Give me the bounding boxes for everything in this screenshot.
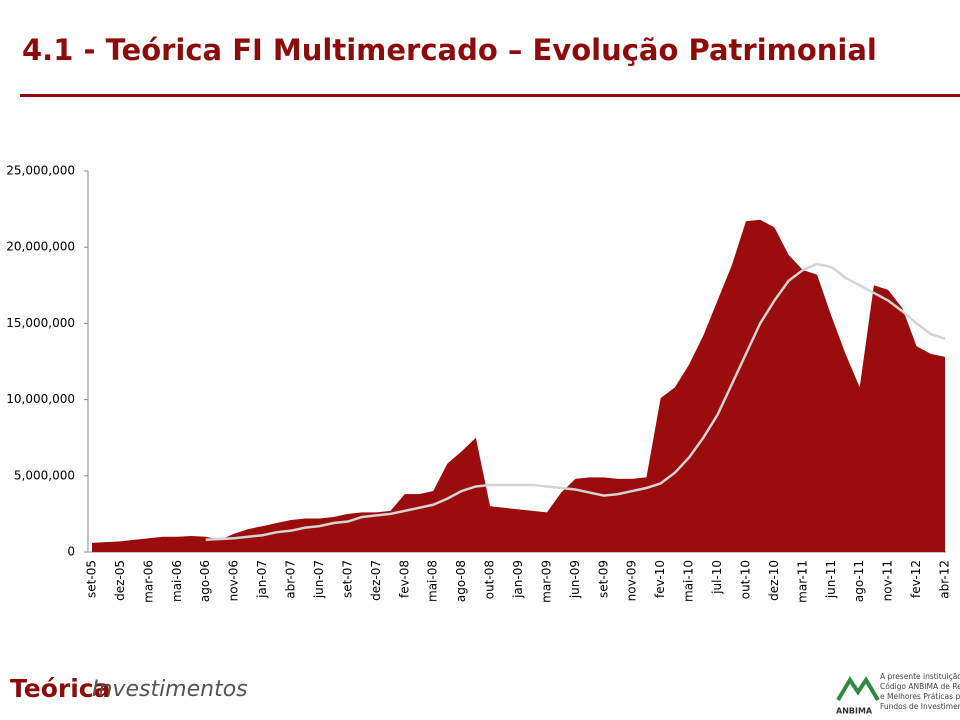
anbima-note-line: Código ANBIMA de Regulação bbox=[880, 682, 960, 691]
x-tick-label: dez-07 bbox=[369, 560, 383, 601]
x-tick-label: mai-08 bbox=[426, 560, 440, 602]
x-tick-label: out-10 bbox=[738, 560, 752, 599]
x-tick-label: out-08 bbox=[483, 560, 497, 599]
x-tick-label: mai-10 bbox=[682, 560, 696, 602]
x-tick-label: mar-11 bbox=[795, 560, 809, 603]
x-tick-label: nov-11 bbox=[881, 560, 895, 601]
anbima-note-line: Fundos de Investimento. bbox=[880, 702, 960, 711]
x-tick-label: ago-11 bbox=[852, 560, 866, 602]
x-tick-label: fev-10 bbox=[653, 560, 667, 598]
title-rule bbox=[20, 94, 960, 97]
brand-sub: Investimentos bbox=[92, 677, 248, 702]
x-tick-label: dez-05 bbox=[113, 560, 127, 601]
anbima-icon bbox=[836, 676, 880, 702]
x-tick-label: abr-12 bbox=[938, 560, 952, 599]
x-tick-label: ago-06 bbox=[198, 560, 212, 602]
x-tick-label: dez-10 bbox=[767, 560, 781, 601]
brand: Teórica bbox=[10, 674, 110, 703]
y-tick-label: 15,000,000 bbox=[6, 316, 75, 330]
x-tick-label: jun-09 bbox=[568, 560, 582, 599]
anbima-label: ANBIMA bbox=[836, 707, 873, 716]
y-tick-label: 20,000,000 bbox=[6, 240, 75, 254]
x-tick-label: mar-06 bbox=[141, 560, 155, 603]
line bbox=[205, 262, 946, 542]
x-tick-label: ago-08 bbox=[454, 560, 468, 602]
y-tick-label: 10,000,000 bbox=[6, 392, 75, 406]
slide-title: 4.1 - Teórica FI Multimercado – Evolução… bbox=[22, 33, 877, 67]
area bbox=[92, 219, 945, 552]
x-tick-label: nov-06 bbox=[227, 560, 241, 601]
x-tick-label: jun-07 bbox=[312, 560, 326, 599]
x-tick-label: set-07 bbox=[340, 560, 354, 598]
x-tick-label: mai-06 bbox=[170, 560, 184, 602]
x-tick-label: jan-09 bbox=[511, 560, 525, 599]
x-tick-label: set-05 bbox=[85, 560, 99, 598]
anbima-note-line: A presente instituição aderiu ao bbox=[880, 672, 960, 681]
x-tick-label: set-09 bbox=[596, 560, 610, 598]
x-tick-label: jul-10 bbox=[710, 560, 724, 595]
x-tick-label: jun-11 bbox=[824, 560, 838, 599]
y-tick-label: 0 bbox=[67, 545, 75, 559]
x-tick-label: jan-07 bbox=[255, 560, 269, 599]
anbima-note-line: e Melhores Práticas para os bbox=[880, 692, 960, 701]
x-tick-label: abr-07 bbox=[284, 560, 298, 599]
x-tick-label: mar-09 bbox=[539, 560, 553, 603]
y-tick-label: 5,000,000 bbox=[14, 468, 75, 482]
x-tick-label: nov-09 bbox=[625, 560, 639, 601]
y-tick-label: 25,000,000 bbox=[6, 164, 75, 178]
x-tick-label: fev-08 bbox=[397, 560, 411, 598]
x-tick-label: fev-12 bbox=[909, 560, 923, 598]
